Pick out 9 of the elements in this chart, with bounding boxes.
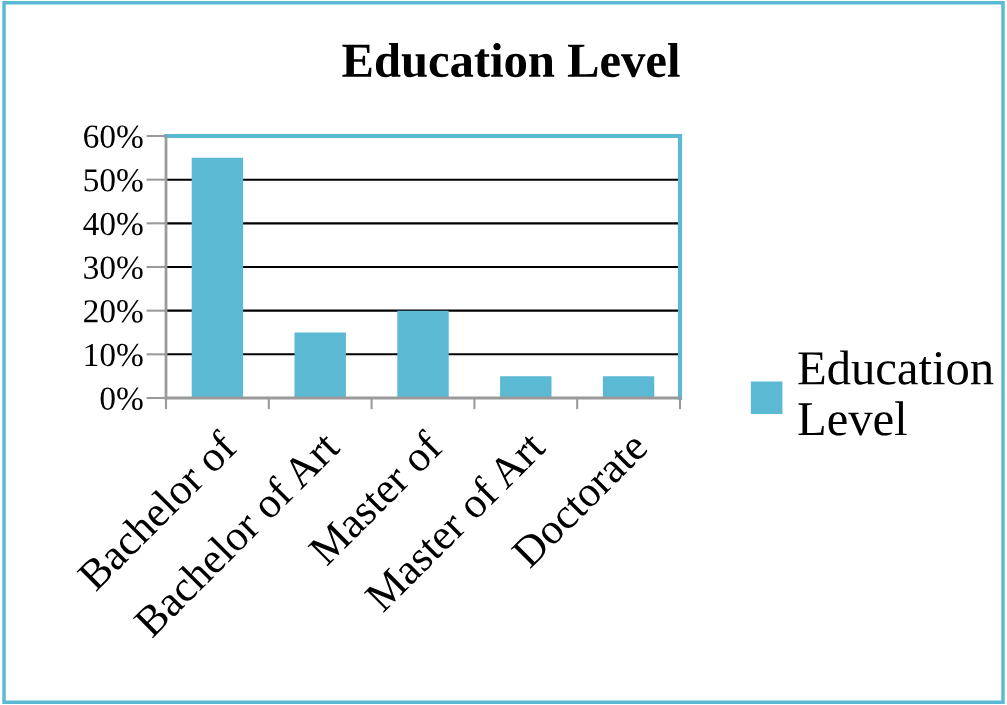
- y-tick-label: 0%: [100, 387, 143, 410]
- y-tick-label: 30%: [84, 256, 143, 279]
- y-tick-label: 20%: [84, 300, 143, 323]
- y-tick-label: 10%: [85, 343, 143, 367]
- chart-title: Education Level: [342, 42, 680, 78]
- y-tick-label: 50%: [84, 169, 143, 192]
- legend-label: Education Level: [798, 350, 994, 436]
- y-tick-label: 40%: [83, 212, 143, 236]
- y-tick-label: 60%: [84, 125, 143, 148]
